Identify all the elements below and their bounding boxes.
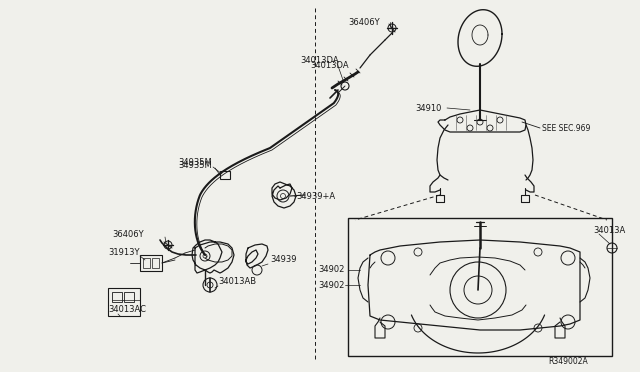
- Text: 34910: 34910: [415, 103, 442, 112]
- Text: 36406Y: 36406Y: [112, 230, 143, 238]
- Text: 34013DA: 34013DA: [300, 55, 339, 64]
- Text: 34013DA: 34013DA: [310, 61, 349, 70]
- Bar: [152, 258, 159, 268]
- Text: 34939: 34939: [270, 256, 296, 264]
- Text: 34013A: 34013A: [593, 225, 625, 234]
- Text: 34939+A: 34939+A: [296, 192, 335, 201]
- Text: 31913Y: 31913Y: [108, 247, 140, 257]
- Bar: [112, 292, 122, 302]
- Text: 36406Y: 36406Y: [348, 17, 380, 26]
- Text: 34902: 34902: [318, 280, 344, 289]
- Bar: [348, 218, 612, 356]
- Text: 34013AC: 34013AC: [108, 305, 146, 314]
- Text: 34902: 34902: [318, 266, 344, 275]
- Text: 34013AB: 34013AB: [218, 278, 256, 286]
- Bar: [220, 171, 230, 179]
- Text: R349002A: R349002A: [548, 357, 588, 366]
- Text: SEE SEC.969: SEE SEC.969: [542, 124, 590, 132]
- Bar: [140, 255, 162, 271]
- Text: 34935M: 34935M: [178, 157, 212, 167]
- Bar: [143, 258, 150, 268]
- Bar: [108, 288, 140, 316]
- Bar: [124, 292, 134, 302]
- Text: 34935M: 34935M: [178, 160, 212, 170]
